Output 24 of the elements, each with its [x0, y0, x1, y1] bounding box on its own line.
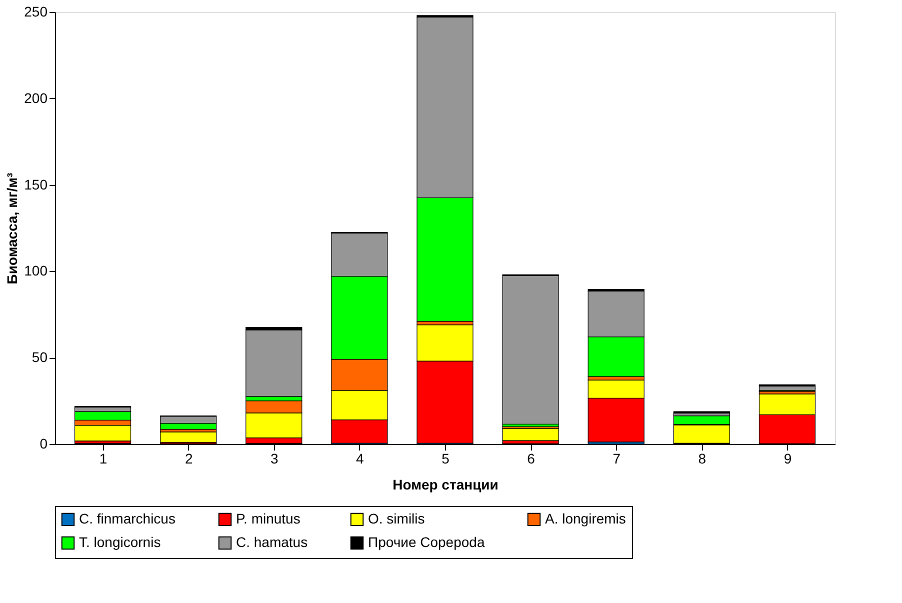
- legend-label: T. longicornis: [79, 534, 161, 550]
- y-tick-label: 0: [40, 436, 48, 452]
- legend-label: P. minutus: [236, 510, 300, 526]
- y-tick-label: 250: [24, 4, 48, 20]
- y-tick-label: 150: [24, 176, 48, 192]
- y-tick-label: 100: [24, 262, 48, 279]
- x-tick-label: 2: [184, 450, 193, 466]
- y-axis-title: Биомасса, мг/м³: [4, 172, 20, 284]
- y-tick-label: 50: [32, 349, 48, 366]
- x-tick-label: 9: [784, 450, 792, 466]
- y-tick-label: 200: [24, 90, 48, 106]
- x-tick-label: 3: [270, 450, 278, 466]
- x-tick-label: 8: [698, 450, 706, 466]
- x-tick-label: 7: [612, 450, 621, 466]
- x-tick-label: 4: [356, 450, 364, 466]
- legend-label: C. hamatus: [236, 534, 308, 550]
- legend-label: C. finmarchicus: [79, 510, 176, 526]
- x-tick-label: 6: [527, 450, 536, 466]
- legend-label: A. longiremis: [545, 510, 626, 526]
- x-tick-label: 1: [99, 450, 108, 466]
- legend-label: Прочие Copepoda: [368, 534, 485, 550]
- x-axis-title: Номер станции: [392, 476, 498, 492]
- x-tick-label: 5: [442, 450, 450, 466]
- legend-label: O. similis: [368, 510, 425, 526]
